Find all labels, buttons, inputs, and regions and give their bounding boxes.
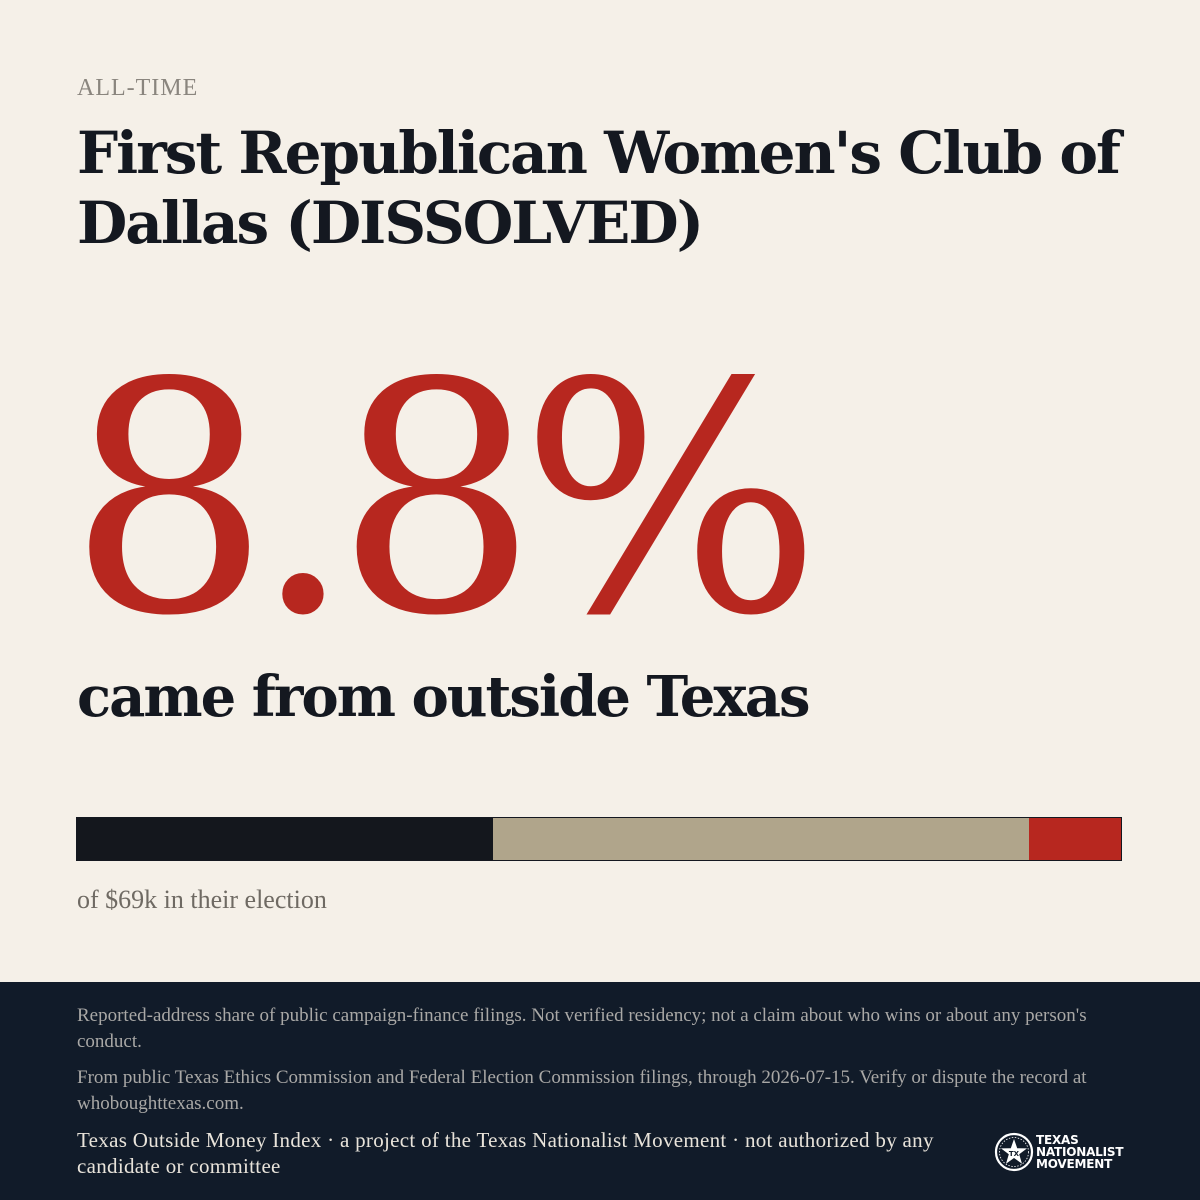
source-note: From public Texas Ethics Commission and … <box>77 1067 1087 1114</box>
funding-share-bar <box>76 817 1122 861</box>
star-seal-icon: TX <box>994 1132 1034 1172</box>
committee-title: First Republican Women's Club of Dallas … <box>77 119 1121 257</box>
period-label: ALL-TIME <box>77 75 199 101</box>
svg-text:TX: TX <box>1009 1150 1020 1158</box>
bar-segment-texas <box>77 818 493 860</box>
methodology-note: Reported-address share of public campaig… <box>77 1005 1087 1052</box>
logo-wordmark: TEXAS NATIONALIST MOVEMENT <box>1036 1133 1124 1171</box>
project-credit: Texas Outside Money Index · a project of… <box>77 1128 934 1178</box>
bar-segment-outside <box>1029 818 1121 860</box>
card-main: ALL-TIME First Republican Women's Club o… <box>68 75 1122 914</box>
outside-share-subline: came from outside Texas <box>77 664 811 730</box>
outside-share-percent: 8.8% <box>68 315 822 685</box>
tnm-logo: TX TEXAS NATIONALIST MOVEMENT <box>994 1132 1124 1172</box>
bar-segment-other <box>492 818 1030 860</box>
bar-caption: of $69k in their election <box>77 885 327 914</box>
